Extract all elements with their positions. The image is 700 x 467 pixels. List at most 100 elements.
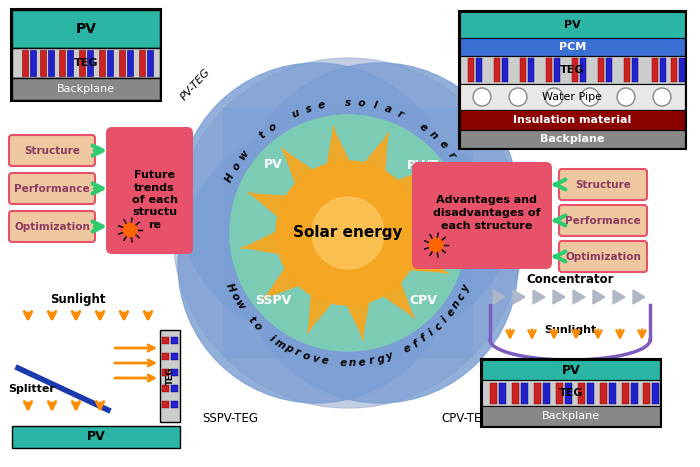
Text: Structure: Structure xyxy=(24,146,80,156)
FancyBboxPatch shape xyxy=(598,58,604,82)
Text: o: o xyxy=(251,320,264,333)
FancyBboxPatch shape xyxy=(543,383,550,404)
Text: PCM: PCM xyxy=(559,42,586,52)
Polygon shape xyxy=(263,264,303,299)
FancyBboxPatch shape xyxy=(12,426,180,448)
FancyBboxPatch shape xyxy=(559,169,647,200)
Text: Backplane: Backplane xyxy=(540,134,605,144)
Text: e: e xyxy=(402,342,413,354)
Text: g: g xyxy=(376,353,386,365)
Text: CPV: CPV xyxy=(409,295,437,307)
FancyBboxPatch shape xyxy=(660,58,666,82)
FancyBboxPatch shape xyxy=(22,50,28,76)
FancyBboxPatch shape xyxy=(546,58,552,82)
Text: TEG: TEG xyxy=(560,65,584,75)
Text: PV: PV xyxy=(561,363,580,376)
FancyBboxPatch shape xyxy=(79,50,85,76)
Polygon shape xyxy=(393,167,433,202)
FancyBboxPatch shape xyxy=(554,58,560,82)
Circle shape xyxy=(509,88,527,106)
FancyBboxPatch shape xyxy=(171,353,178,360)
FancyBboxPatch shape xyxy=(460,130,685,148)
FancyBboxPatch shape xyxy=(9,211,95,242)
Text: e: e xyxy=(418,121,429,133)
Polygon shape xyxy=(327,126,351,170)
Circle shape xyxy=(429,238,443,252)
Text: Insulation material: Insulation material xyxy=(513,115,631,125)
FancyBboxPatch shape xyxy=(460,84,685,110)
Text: PV: PV xyxy=(264,158,282,171)
Text: e: e xyxy=(445,306,457,318)
Text: i: i xyxy=(268,333,277,344)
FancyBboxPatch shape xyxy=(572,58,578,82)
FancyBboxPatch shape xyxy=(87,50,93,76)
Text: c: c xyxy=(433,321,444,332)
FancyBboxPatch shape xyxy=(476,58,482,82)
Text: f: f xyxy=(419,333,428,344)
Text: t: t xyxy=(257,130,267,141)
Text: SSPV-TEG: SSPV-TEG xyxy=(202,411,258,425)
Text: s: s xyxy=(304,104,313,115)
Text: PV-TEG: PV-TEG xyxy=(179,67,213,103)
Text: f: f xyxy=(412,339,421,349)
Text: r: r xyxy=(395,108,405,120)
Circle shape xyxy=(653,88,671,106)
Circle shape xyxy=(123,223,137,237)
Text: r: r xyxy=(447,150,458,160)
FancyBboxPatch shape xyxy=(171,369,178,376)
Text: g: g xyxy=(454,161,466,172)
Text: n: n xyxy=(349,358,356,368)
FancyBboxPatch shape xyxy=(106,127,193,254)
Polygon shape xyxy=(345,297,369,340)
Polygon shape xyxy=(633,290,645,304)
Polygon shape xyxy=(553,290,565,304)
FancyBboxPatch shape xyxy=(119,50,125,76)
Text: p: p xyxy=(283,342,294,355)
Circle shape xyxy=(173,58,523,408)
Text: e: e xyxy=(438,139,449,151)
FancyBboxPatch shape xyxy=(502,58,508,82)
FancyBboxPatch shape xyxy=(162,369,169,376)
Text: c: c xyxy=(456,291,468,302)
Circle shape xyxy=(617,88,635,106)
Polygon shape xyxy=(362,133,389,177)
Text: m: m xyxy=(273,337,288,351)
FancyBboxPatch shape xyxy=(9,173,95,204)
Text: o: o xyxy=(230,161,243,172)
FancyBboxPatch shape xyxy=(460,110,685,130)
FancyBboxPatch shape xyxy=(12,10,160,48)
Text: Performance: Performance xyxy=(565,215,641,226)
Text: PV: PV xyxy=(564,20,581,30)
FancyBboxPatch shape xyxy=(622,383,629,404)
FancyBboxPatch shape xyxy=(160,330,180,422)
FancyBboxPatch shape xyxy=(556,383,563,404)
FancyBboxPatch shape xyxy=(494,58,500,82)
Circle shape xyxy=(242,127,518,403)
FancyBboxPatch shape xyxy=(578,383,585,404)
FancyBboxPatch shape xyxy=(12,78,160,100)
Circle shape xyxy=(581,88,599,106)
FancyBboxPatch shape xyxy=(162,385,169,392)
Circle shape xyxy=(545,88,563,106)
Polygon shape xyxy=(533,290,545,304)
Circle shape xyxy=(242,63,518,339)
Circle shape xyxy=(230,115,466,351)
FancyBboxPatch shape xyxy=(490,383,497,404)
FancyBboxPatch shape xyxy=(528,58,534,82)
Text: Optimization: Optimization xyxy=(565,252,641,262)
Text: s: s xyxy=(345,98,351,108)
FancyBboxPatch shape xyxy=(512,383,519,404)
Text: SSPV: SSPV xyxy=(255,295,291,307)
Text: Structure: Structure xyxy=(575,179,631,190)
Circle shape xyxy=(312,197,384,269)
Polygon shape xyxy=(241,230,284,254)
Circle shape xyxy=(178,127,454,403)
Text: Water Pipe: Water Pipe xyxy=(542,92,603,102)
Text: n: n xyxy=(428,129,440,142)
FancyBboxPatch shape xyxy=(671,58,677,82)
Text: PV: PV xyxy=(87,431,106,444)
FancyBboxPatch shape xyxy=(600,383,607,404)
FancyBboxPatch shape xyxy=(631,383,638,404)
Text: CPV-TEG: CPV-TEG xyxy=(441,411,491,425)
Polygon shape xyxy=(513,290,525,304)
